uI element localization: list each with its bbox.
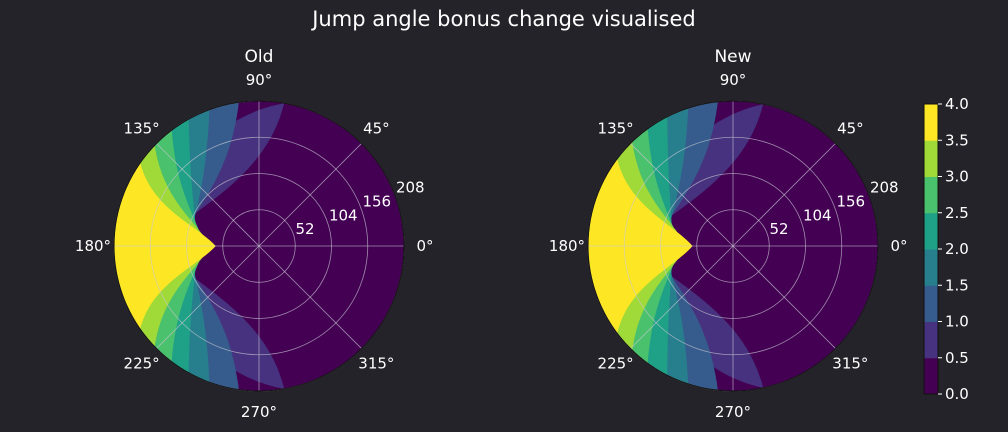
angular-gridline bbox=[732, 245, 836, 349]
subplot-title: New bbox=[714, 47, 751, 67]
radial-tick-label: 104 bbox=[329, 206, 358, 224]
colorbar-segment bbox=[924, 212, 938, 250]
angular-gridline bbox=[156, 245, 260, 349]
radial-tick-label: 208 bbox=[870, 179, 899, 197]
polar-frame bbox=[587, 100, 879, 392]
theta-tick-label: 270° bbox=[715, 403, 751, 421]
theta-tick-label: 270° bbox=[241, 403, 277, 421]
theta-tick-label: 315° bbox=[832, 354, 868, 372]
subplot-title: Old bbox=[245, 47, 274, 67]
angular-gridline bbox=[258, 245, 362, 349]
colorbar-segment bbox=[924, 285, 938, 322]
colorbar: 0.0 0.5 1.0 1.5 2.0 2.5 3.0 3.5 4.0 bbox=[923, 95, 969, 403]
theta-tick-label: 0° bbox=[890, 237, 907, 255]
colorbar-segment bbox=[924, 176, 938, 214]
theta-tick-label: 90° bbox=[720, 71, 747, 89]
colorbar-tick-label: 3.0 bbox=[945, 168, 969, 186]
colorbar-tick-label: 0.0 bbox=[945, 385, 969, 403]
plots: 0°45°90°135°180°225°270°315°52104156208O… bbox=[75, 47, 908, 421]
colorbar-tick-label: 4.0 bbox=[945, 95, 969, 113]
radial-tick-label: 52 bbox=[295, 220, 314, 238]
radial-tick-label: 156 bbox=[362, 192, 391, 210]
colorbar-segment bbox=[924, 321, 938, 359]
theta-tick-label: 90° bbox=[246, 71, 273, 89]
colorbar-segment bbox=[924, 104, 938, 141]
angular-gridline bbox=[630, 245, 734, 349]
theta-tick-label: 0° bbox=[416, 237, 433, 255]
theta-tick-label: 135° bbox=[598, 120, 634, 138]
colorbar-tick-label: 2.5 bbox=[945, 204, 969, 222]
radial-tick-label: 52 bbox=[769, 220, 788, 238]
polar-frame bbox=[113, 100, 405, 392]
colorbar-segment bbox=[924, 357, 938, 395]
angular-gridline bbox=[258, 143, 362, 247]
colorbar-tick-label: 3.5 bbox=[945, 131, 969, 149]
theta-tick-label: 315° bbox=[358, 354, 394, 372]
radial-tick-label: 104 bbox=[803, 206, 832, 224]
angular-gridline bbox=[156, 143, 260, 247]
colorbar-tick-label: 1.0 bbox=[945, 313, 969, 331]
colorbar-tick-label: 2.0 bbox=[945, 240, 969, 258]
theta-tick-label: 180° bbox=[549, 237, 585, 255]
angular-gridline bbox=[630, 143, 734, 247]
contour-bands bbox=[588, 101, 764, 391]
colorbar-tick-label: 1.5 bbox=[945, 276, 969, 294]
colorbar-segment bbox=[924, 249, 938, 286]
radial-tick-label: 156 bbox=[836, 192, 865, 210]
theta-tick-label: 225° bbox=[124, 354, 160, 372]
theta-tick-label: 225° bbox=[598, 354, 634, 372]
figure-title: Jump angle bonus change visualised bbox=[310, 7, 696, 31]
colorbar-segment bbox=[924, 140, 938, 177]
theta-tick-label: 180° bbox=[75, 237, 111, 255]
colorbar-tick-label: 0.5 bbox=[945, 349, 969, 367]
theta-tick-label: 135° bbox=[124, 120, 160, 138]
theta-tick-label: 45° bbox=[363, 120, 390, 138]
angular-gridline bbox=[732, 143, 836, 247]
theta-tick-label: 45° bbox=[837, 120, 864, 138]
radial-tick-label: 208 bbox=[396, 179, 425, 197]
